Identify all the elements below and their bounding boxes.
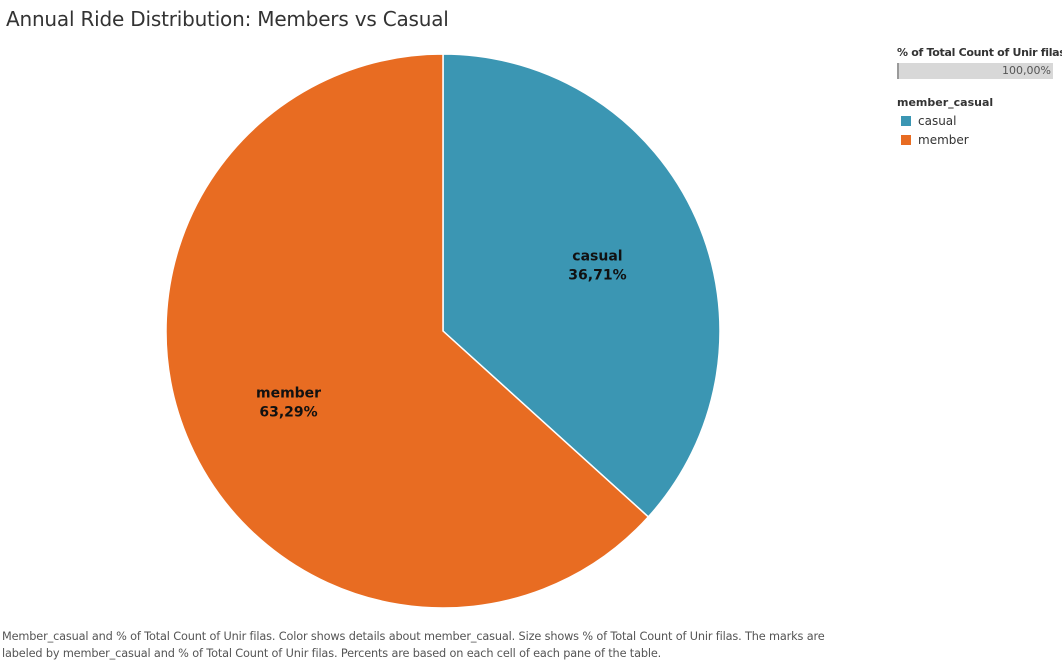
legend: % of Total Count of Unir filas 100,00% m… [897,46,1062,147]
size-legend-bar: 100,00% [897,63,1053,79]
pie-chart: casual 36,71% member 63,29% [165,53,721,609]
legend-swatch-member [901,135,911,145]
chart-caption: Member_casual and % of Total Count of Un… [2,630,825,660]
legend-item-casual[interactable]: casual [897,114,1057,128]
slice-label-casual: casual [572,248,622,264]
pie-slice-member[interactable] [165,53,650,609]
legend-swatch-casual [901,116,911,126]
pie-slice-casual[interactable] [442,53,721,518]
slice-percent-member: 63,29% [259,405,317,421]
size-legend-value: 100,00% [1002,64,1051,77]
slice-percent-casual: 36,71% [568,267,626,283]
chart-title: Annual Ride Distribution: Members vs Cas… [6,7,449,31]
color-legend-title: member_casual [897,96,994,109]
slice-label-member: member [256,386,321,402]
size-legend-title: % of Total Count of Unir filas [897,46,1062,59]
legend-label-member: member [918,133,969,147]
legend-label-casual: casual [918,114,957,128]
legend-item-member[interactable]: member [897,133,1057,147]
